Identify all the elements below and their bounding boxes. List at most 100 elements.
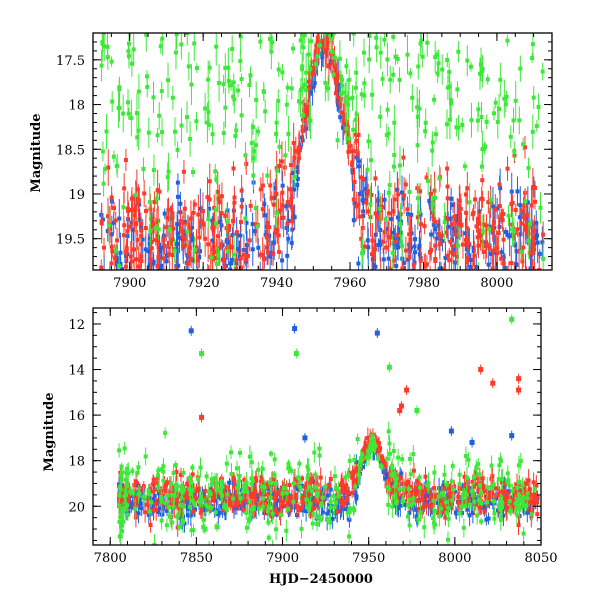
data-point	[487, 227, 491, 231]
data-point	[180, 124, 184, 128]
data-point	[396, 57, 400, 61]
data-point	[398, 222, 402, 226]
data-point	[412, 263, 416, 267]
data-point	[113, 257, 117, 261]
data-point	[129, 116, 133, 120]
data-point	[187, 64, 191, 68]
data-point	[219, 242, 223, 246]
data-point	[168, 277, 172, 281]
data-point	[524, 199, 528, 203]
data-point	[295, 504, 299, 508]
data-point	[253, 490, 257, 494]
data-point	[319, 476, 323, 480]
data-point	[277, 250, 281, 254]
outlier-point	[516, 376, 521, 381]
data-point	[285, 222, 289, 226]
data-point	[430, 149, 434, 153]
data-point	[254, 479, 258, 483]
data-point	[240, 113, 244, 117]
data-point	[292, 156, 296, 160]
data-point	[406, 296, 410, 300]
data-point	[210, 255, 214, 259]
data-point	[101, 149, 105, 153]
outlier-point	[516, 388, 521, 393]
data-point	[239, 34, 243, 38]
data-point	[133, 193, 137, 197]
data-point	[461, 243, 465, 247]
data-point	[132, 47, 136, 51]
data-point	[274, 192, 278, 196]
data-point	[325, 86, 329, 90]
data-point	[221, 284, 225, 288]
data-point	[247, 300, 251, 304]
data-point	[261, 184, 265, 188]
data-point	[480, 115, 484, 119]
data-point	[280, 258, 284, 262]
data-point	[366, 209, 370, 213]
data-point	[501, 218, 505, 222]
data-point	[139, 259, 143, 263]
data-point	[388, 235, 392, 239]
data-point	[536, 241, 540, 245]
data-point	[437, 176, 441, 180]
data-point	[167, 245, 171, 249]
data-point	[154, 502, 158, 506]
data-point	[345, 497, 349, 501]
data-point	[531, 501, 535, 505]
data-point	[434, 132, 438, 136]
data-point	[291, 47, 295, 51]
data-point	[476, 217, 480, 221]
data-point	[239, 220, 243, 224]
data-point	[419, 222, 423, 226]
data-point	[285, 254, 289, 258]
data-point	[353, 180, 357, 184]
data-point	[451, 252, 455, 256]
data-point	[226, 66, 230, 70]
data-point	[445, 122, 449, 126]
data-point	[297, 156, 301, 160]
data-point	[463, 271, 467, 275]
data-point	[514, 99, 518, 103]
data-point	[395, 188, 399, 192]
data-point	[139, 242, 143, 246]
data-point	[530, 56, 534, 60]
data-point	[145, 74, 149, 78]
data-point	[275, 169, 279, 173]
data-point	[531, 42, 535, 46]
data-point	[144, 209, 148, 213]
data-point	[143, 510, 147, 514]
data-point	[331, 517, 335, 521]
data-point	[527, 166, 531, 170]
data-point	[384, 246, 388, 250]
data-point	[110, 195, 114, 199]
data-point	[532, 247, 536, 251]
data-point	[175, 222, 179, 226]
data-point	[233, 134, 237, 138]
data-point	[483, 510, 487, 514]
data-point	[364, 200, 368, 204]
data-point	[249, 204, 253, 208]
data-point	[166, 216, 170, 220]
data-point	[502, 261, 506, 265]
outlier-point	[199, 415, 204, 420]
data-point	[476, 244, 480, 248]
data-point	[110, 100, 114, 104]
data-point	[117, 264, 121, 268]
data-point	[456, 244, 460, 248]
data-point	[134, 515, 138, 519]
data-point	[152, 200, 156, 204]
data-point	[485, 224, 489, 228]
data-point	[425, 503, 429, 507]
data-point	[206, 242, 210, 246]
data-point	[222, 279, 226, 283]
data-point	[425, 262, 429, 266]
data-point	[363, 245, 367, 249]
data-point	[405, 207, 409, 211]
data-point	[408, 255, 412, 259]
data-point	[204, 298, 208, 302]
data-point	[443, 280, 447, 284]
data-point	[481, 67, 485, 71]
data-point	[185, 230, 189, 234]
